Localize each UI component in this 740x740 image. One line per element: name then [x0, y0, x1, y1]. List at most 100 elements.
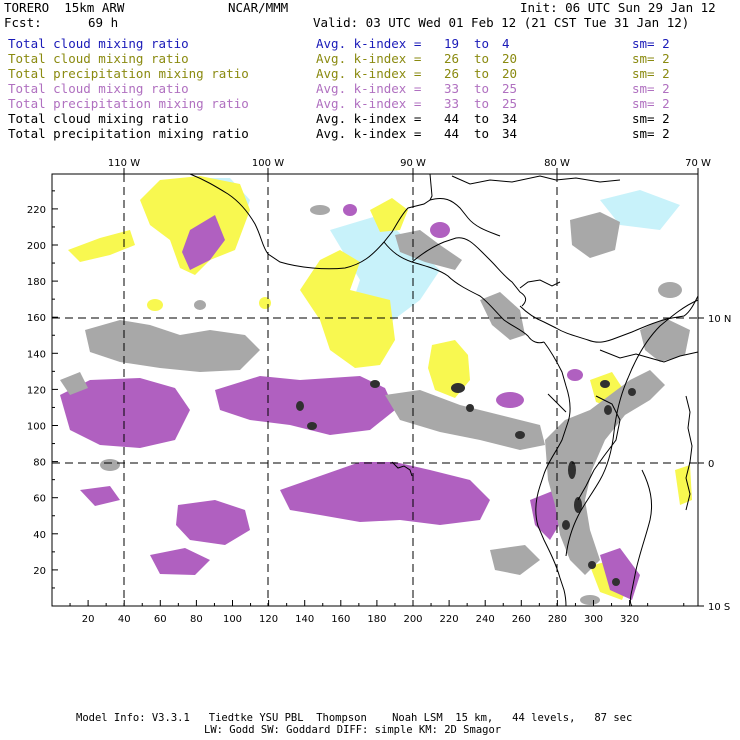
legend-field: Total cloud mixing ratio — [8, 51, 189, 66]
bottom-tick-label: 20 — [82, 614, 95, 625]
legend-to: 25 — [502, 81, 518, 96]
bottom-tick-label: 300 — [584, 614, 603, 625]
coastlines — [189, 173, 699, 607]
dark-core — [466, 404, 474, 412]
legend-to: 34 — [502, 126, 518, 141]
purple-area — [600, 548, 640, 600]
legend-to: 4 — [502, 36, 510, 51]
yellow-area — [68, 230, 135, 262]
gray-area — [570, 212, 620, 258]
left-tick-label: 180 — [27, 277, 46, 288]
left-tick-label: 60 — [33, 494, 46, 505]
bottom-tick-label: 60 — [154, 614, 167, 625]
legend-field: Total cloud mixing ratio — [8, 111, 189, 126]
legend-from: 44 — [444, 126, 460, 141]
purple-area — [567, 369, 583, 381]
yellow-area — [147, 299, 163, 311]
legend-k-index: Avg. k-index = — [316, 126, 422, 141]
left-tick-label: 200 — [27, 241, 46, 252]
legend-field: Total precipitation mixing ratio — [8, 126, 249, 141]
legend-to: 20 — [502, 66, 518, 81]
purple-area — [430, 222, 450, 238]
yellow-area — [140, 176, 250, 275]
cyan-area — [600, 190, 680, 230]
legend-field: Total precipitation mixing ratio — [8, 96, 249, 111]
init-time: Init: 06 UTC Sun 29 Jan 12 — [520, 0, 716, 15]
dark-core — [600, 380, 610, 388]
purple-area — [150, 548, 210, 575]
purple-area — [80, 486, 120, 506]
right-lat-label: 10 S — [708, 602, 730, 613]
dark-core — [612, 578, 620, 586]
legend-to: 25 — [502, 96, 518, 111]
legend-k-index: Avg. k-index = — [316, 96, 422, 111]
legend-to-word: to — [474, 111, 490, 126]
bottom-tick-label: 260 — [512, 614, 531, 625]
gray-area — [85, 320, 260, 372]
legend-field: Total cloud mixing ratio — [8, 81, 189, 96]
left-tick-label: 100 — [27, 422, 46, 433]
bottom-tick-label: 140 — [295, 614, 314, 625]
legend-k-index: Avg. k-index = — [316, 111, 422, 126]
legend-sm: sm= 2 — [632, 126, 670, 141]
gray-area — [640, 318, 690, 362]
dark-core — [515, 431, 525, 439]
gray-area — [310, 205, 330, 215]
legend-sm: sm= 2 — [632, 51, 670, 66]
purple-area — [280, 462, 490, 525]
axis-tick-labels: 20 40 60 80 100 120 140 160 180 200 220 240 260 280 30… — [27, 158, 731, 625]
legend-k-index: Avg. k-index = — [316, 66, 422, 81]
legend-from: 26 — [444, 66, 460, 81]
purple-area — [343, 204, 357, 216]
legend-from: 33 — [444, 81, 460, 96]
legend-from: 33 — [444, 96, 460, 111]
bottom-tick-label: 80 — [190, 614, 203, 625]
bottom-tick-label: 200 — [403, 614, 422, 625]
left-tick-label: 80 — [33, 458, 46, 469]
gray-area — [480, 292, 525, 340]
forecast-hours: 69 h — [88, 15, 119, 30]
physics-info-line: LW: Godd SW: Goddard DIFF: simple KM: 2D… — [204, 724, 502, 736]
dark-core — [568, 461, 576, 479]
bottom-tick-label: 180 — [367, 614, 386, 625]
cloud-shading — [60, 176, 692, 605]
yellow-area — [259, 297, 271, 309]
top-lon-label: 80 W — [544, 158, 570, 169]
right-lat-label: 0 — [708, 459, 714, 470]
lat-lon-grid — [52, 174, 698, 606]
gray-area — [580, 595, 600, 605]
legend-to-word: to — [474, 66, 490, 81]
right-lat-label: 10 N — [708, 314, 731, 325]
gray-area — [490, 545, 540, 575]
purple-area — [215, 376, 395, 435]
top-lon-label: 90 W — [400, 158, 426, 169]
left-tick-label: 140 — [27, 349, 46, 360]
legend-sm: sm= 2 — [632, 96, 670, 111]
legend-sm: sm= 2 — [632, 81, 670, 96]
dark-core — [370, 380, 380, 388]
top-lon-label: 70 W — [685, 158, 711, 169]
legend-to-word: to — [474, 126, 490, 141]
gray-area — [60, 372, 88, 395]
bottom-tick-label: 320 — [620, 614, 639, 625]
yellow-area — [675, 465, 692, 505]
left-tick-label: 20 — [33, 566, 46, 577]
yellow-area — [300, 250, 395, 368]
gray-area — [658, 282, 682, 298]
dark-core — [604, 405, 612, 415]
legend-to: 34 — [502, 111, 518, 126]
dark-core — [588, 561, 596, 569]
model-title: TORERO 15km ARW — [4, 0, 125, 15]
forecast-label: Fcst: — [4, 15, 42, 30]
left-tick-label: 40 — [33, 530, 46, 541]
legend-from: 26 — [444, 51, 460, 66]
axis-ticks — [52, 168, 704, 607]
legend-field: Total precipitation mixing ratio — [8, 66, 249, 81]
dark-core — [562, 520, 570, 530]
legend-from: 44 — [444, 111, 460, 126]
top-lon-label: 100 W — [252, 158, 284, 169]
bottom-tick-label: 120 — [259, 614, 278, 625]
legend-sm: sm= 2 — [632, 111, 670, 126]
dark-core — [574, 497, 582, 513]
bottom-tick-label: 160 — [331, 614, 350, 625]
